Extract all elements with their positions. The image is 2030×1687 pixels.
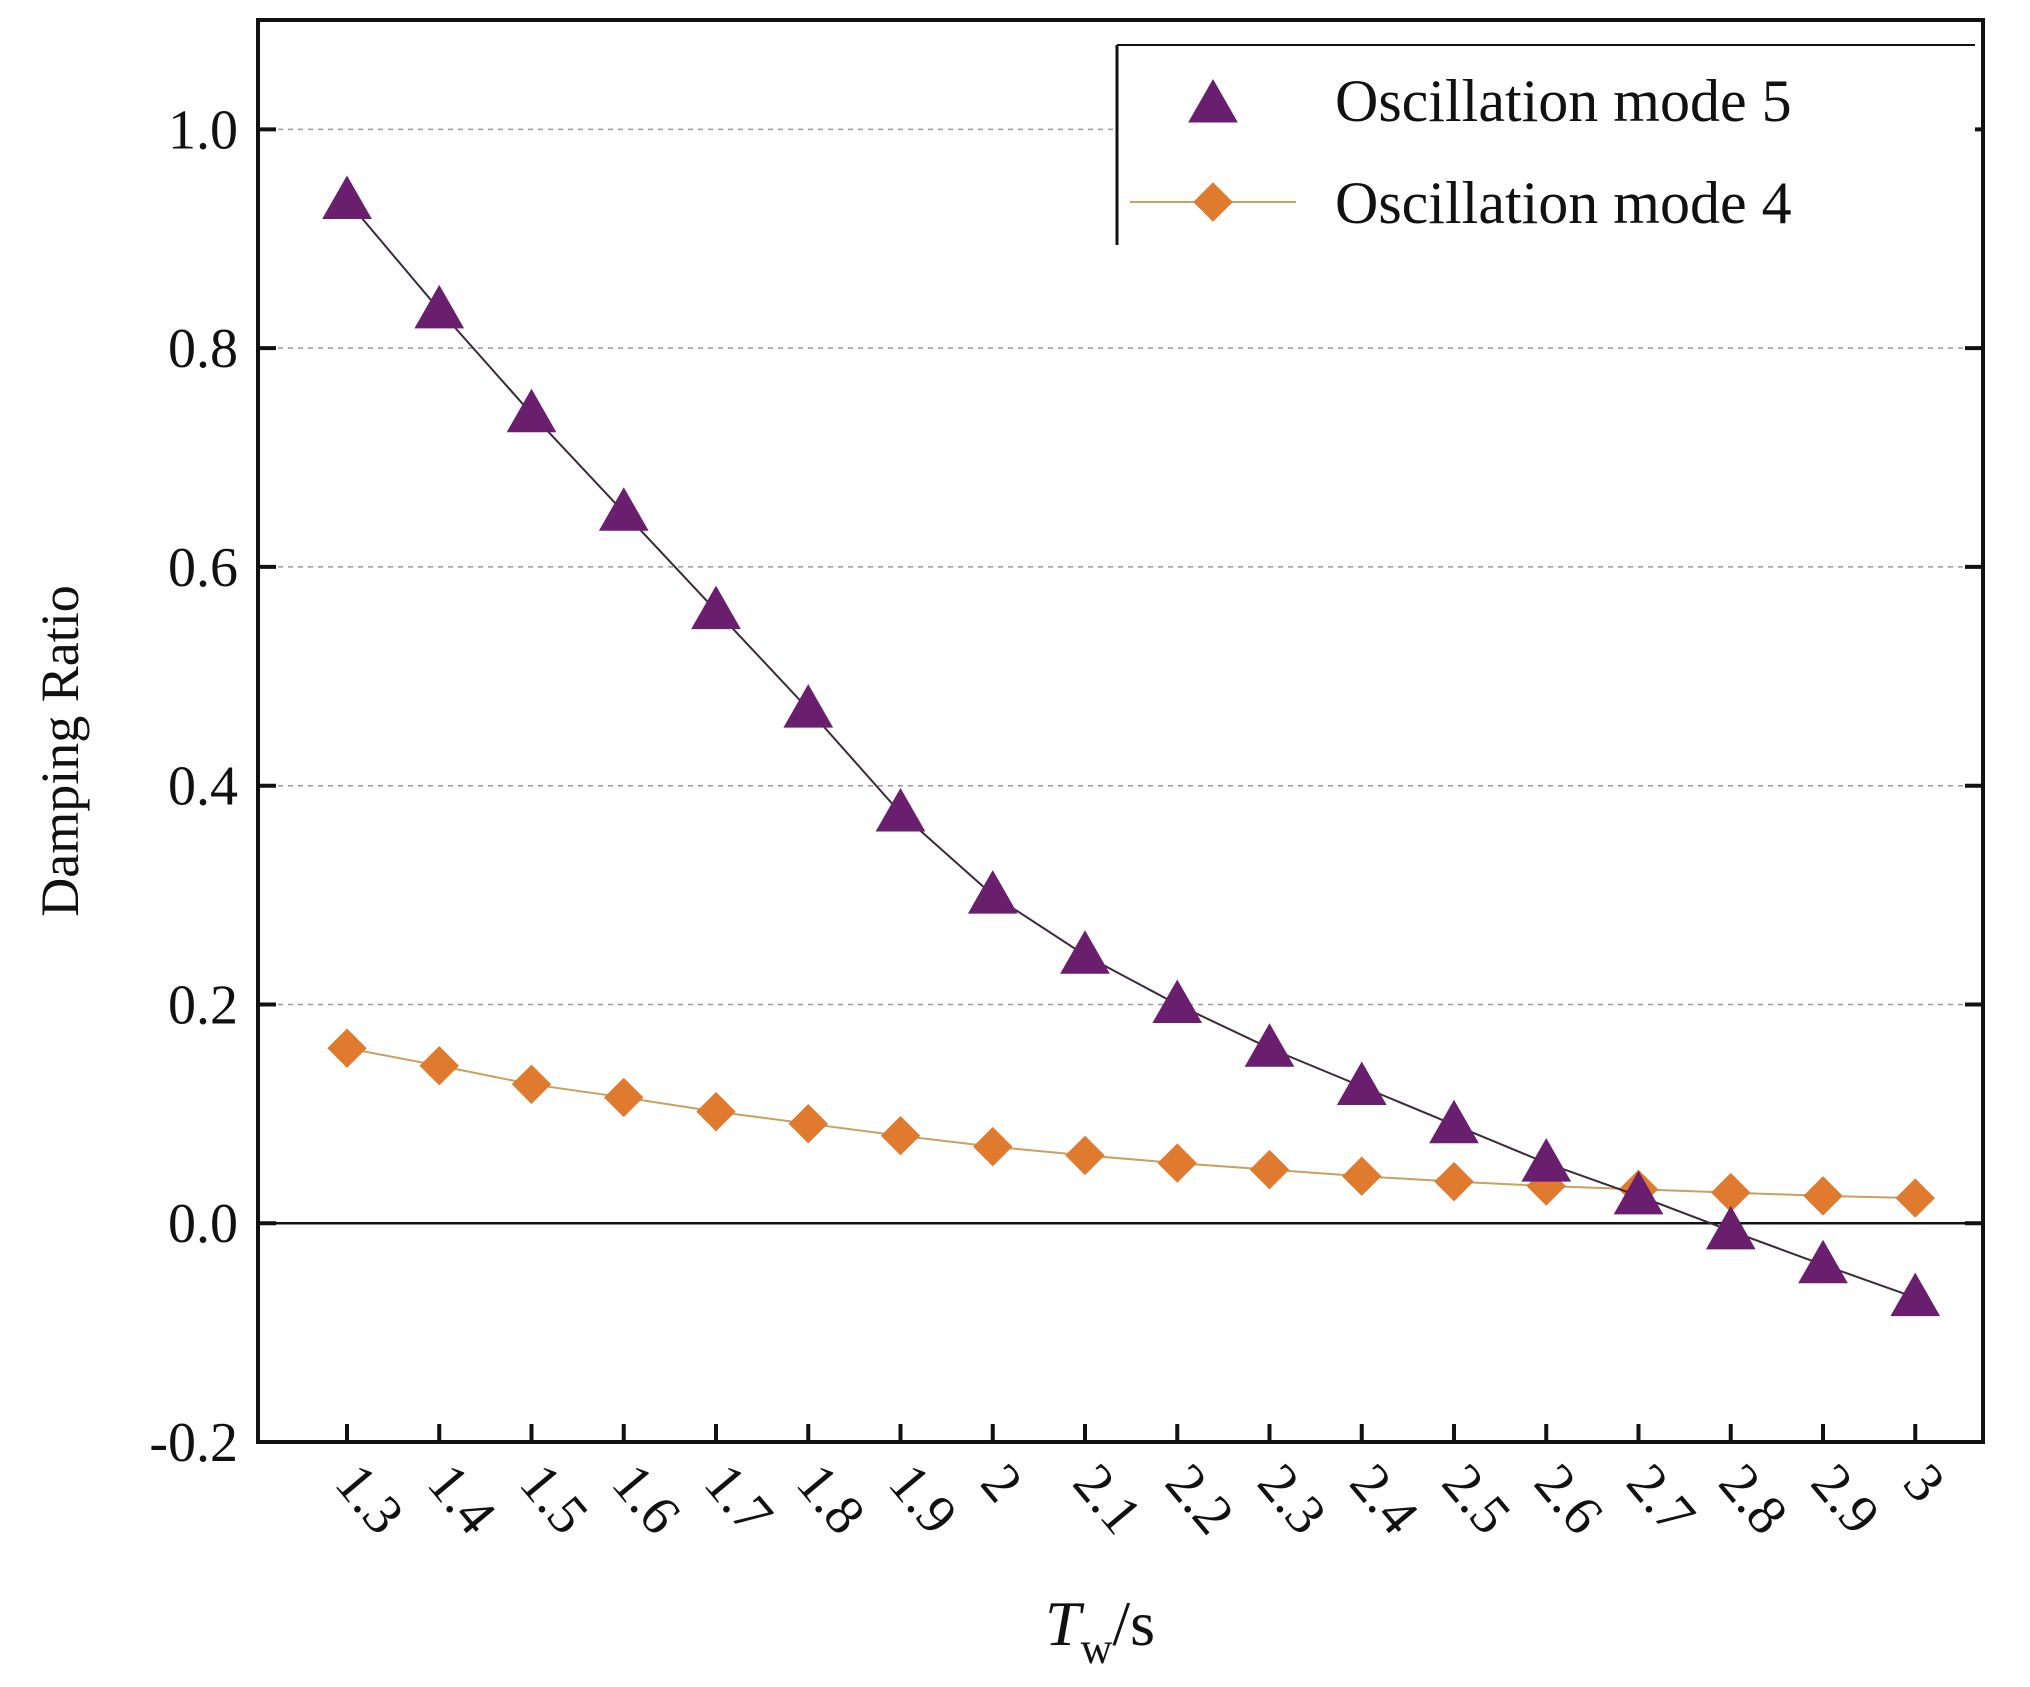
data-point-diamond <box>1193 182 1233 222</box>
data-point-diamond <box>511 1064 552 1105</box>
data-point-diamond <box>880 1116 921 1156</box>
x-tick-label: 1.5 <box>508 1453 600 1546</box>
data-point-diamond <box>1434 1161 1474 1202</box>
x-tick-label: 1.6 <box>600 1453 692 1546</box>
data-point-diamond <box>788 1103 828 1144</box>
legend-box <box>1117 45 1975 245</box>
data-point-diamond <box>696 1091 736 1132</box>
legend-item: Oscillation mode 5 <box>1188 68 1792 134</box>
data-point-triangle <box>1798 1239 1848 1284</box>
legend-item: Oscillation mode 4 <box>1130 170 1792 236</box>
data-point-diamond <box>1803 1176 1843 1216</box>
data-point-triangle <box>1244 1023 1295 1067</box>
data-point-triangle <box>691 585 741 630</box>
x-tick-label: 2.9 <box>1799 1453 1891 1546</box>
x-tick-label: 2.1 <box>1061 1453 1153 1546</box>
data-point-diamond <box>1249 1149 1290 1190</box>
x-tick-label: 3 <box>1891 1453 1956 1514</box>
data-point-diamond <box>419 1046 459 1086</box>
x-axis-label-main: T <box>1045 1588 1085 1659</box>
x-tick-label: 2 <box>969 1453 1034 1514</box>
data-point-triangle <box>1429 1099 1479 1144</box>
x-tick-label: 2.3 <box>1246 1453 1338 1546</box>
x-tick-label: 1.7 <box>692 1453 784 1546</box>
data-point-triangle <box>506 388 557 433</box>
y-tick-label: 1.0 <box>168 99 238 161</box>
data-point-triangle <box>783 684 834 728</box>
grid-layer <box>258 128 1983 1225</box>
y-tick-label: 0.4 <box>168 756 238 818</box>
data-point-triangle <box>1336 1061 1387 1105</box>
y-axis-label: Damping Ratio <box>30 585 90 916</box>
x-tick-label: 1.3 <box>323 1453 415 1546</box>
x-tick-label: 1.9 <box>877 1453 969 1546</box>
x-tick-label: 1.4 <box>415 1453 507 1546</box>
x-tick-label: 1.8 <box>784 1453 876 1546</box>
data-point-triangle <box>1152 979 1203 1023</box>
data-point-triangle <box>322 175 372 219</box>
data-point-diamond <box>1065 1135 1105 1176</box>
series-line <box>346 199 1916 1299</box>
legend: Oscillation mode 5 Oscillation mode 4 <box>1115 44 1975 245</box>
series-mode-5 <box>322 175 1941 1317</box>
series-mode-4 <box>327 1028 1935 1218</box>
x-axis-label-unit: /s <box>1112 1588 1155 1659</box>
data-point-triangle <box>1188 78 1238 123</box>
data-point-triangle <box>1060 930 1110 974</box>
x-tick-label: 2.6 <box>1522 1453 1614 1546</box>
y-tick-label: -0.2 <box>149 1412 238 1474</box>
x-tick-label: 2.8 <box>1707 1453 1799 1546</box>
data-point-diamond <box>327 1028 367 1068</box>
data-point-triangle <box>967 870 1018 914</box>
y-tick-label: 0.2 <box>168 974 238 1036</box>
x-axis-label-sub: w <box>1081 1624 1113 1673</box>
x-tick-label: 2.2 <box>1153 1453 1245 1546</box>
data-point-triangle <box>875 788 926 832</box>
legend-label: Oscillation mode 4 <box>1335 170 1792 236</box>
series-layer <box>322 175 1941 1317</box>
plot-frame <box>256 18 1985 1444</box>
data-point-triangle <box>414 284 465 329</box>
data-point-triangle <box>1705 1205 1756 1250</box>
x-tick-label: 2.4 <box>1338 1453 1430 1546</box>
data-point-diamond <box>1895 1178 1935 1218</box>
data-point-triangle <box>1890 1272 1941 1317</box>
x-axis-label: Tw/s <box>1045 1588 1155 1673</box>
y-tick-label: 0.6 <box>168 537 238 599</box>
data-point-triangle <box>1521 1138 1572 1182</box>
x-tick-label: 2.7 <box>1615 1453 1707 1546</box>
data-point-diamond <box>973 1126 1013 1167</box>
data-point-diamond <box>604 1077 644 1118</box>
series-line <box>346 1047 1916 1200</box>
data-point-diamond <box>1157 1143 1197 1183</box>
data-point-triangle <box>1613 1170 1664 1215</box>
data-point-diamond <box>1342 1156 1382 1196</box>
data-point-triangle <box>598 487 649 531</box>
y-tick-label: 0.0 <box>168 1193 238 1255</box>
legend-label: Oscillation mode 5 <box>1335 68 1792 134</box>
legend-items: Oscillation mode 5 Oscillation mode 4 <box>1130 68 1792 236</box>
y-tick-label: 0.8 <box>168 318 238 380</box>
x-tick-label: 2.5 <box>1430 1453 1522 1546</box>
